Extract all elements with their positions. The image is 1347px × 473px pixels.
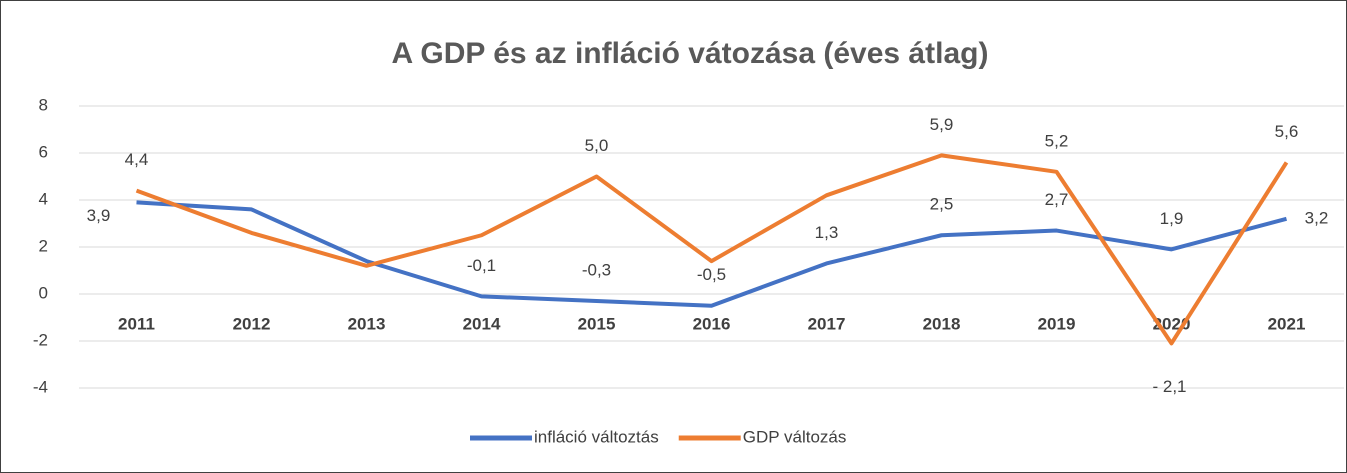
data-label: 5,0 [585,136,609,155]
y-tick-label: 2 [39,236,48,255]
data-label: 5,2 [1045,131,1069,150]
x-tick-label: 2019 [1038,314,1076,333]
x-tick-label: 2011 [118,314,155,333]
data-label: -0,5 [697,265,726,284]
y-tick-label: 8 [39,95,48,114]
legend-label: infláció változtás [534,427,659,446]
data-label: -0,1 [467,256,496,275]
y-tick-label: 4 [39,189,48,208]
data-label: 3,9 [87,206,111,225]
y-tick-label: 6 [39,142,48,161]
x-tick-label: 2021 [1268,314,1306,333]
x-tick-label: 2015 [578,314,616,333]
series-line [136,200,1288,308]
data-label: 3,2 [1305,208,1329,227]
y-tick-label: -4 [33,377,48,396]
x-tick-label: 2018 [923,314,961,333]
data-label: - 2,1 [1152,377,1186,396]
data-label: 4,4 [125,150,149,169]
chart-title: A GDP és az infláció vátozása (éves átla… [392,37,989,70]
x-tick-label: 2013 [348,314,386,333]
x-tick-label: 2017 [808,314,846,333]
y-tick-label: 0 [39,283,48,302]
x-tick-label: 2014 [463,314,501,333]
data-label: 1,9 [1160,209,1184,228]
series-line [135,153,1289,346]
data-label: -0,3 [582,261,611,280]
data-label: 2,5 [930,195,954,214]
y-tick-label: -2 [33,330,48,349]
data-label: 5,9 [930,115,954,134]
x-tick-label: 2012 [233,314,271,333]
data-label: 1,3 [815,223,839,242]
x-tick-label: 2016 [693,314,731,333]
legend-label: GDP változás [743,427,847,446]
data-label: 5,6 [1275,122,1299,141]
data-label: 2,7 [1045,190,1069,209]
